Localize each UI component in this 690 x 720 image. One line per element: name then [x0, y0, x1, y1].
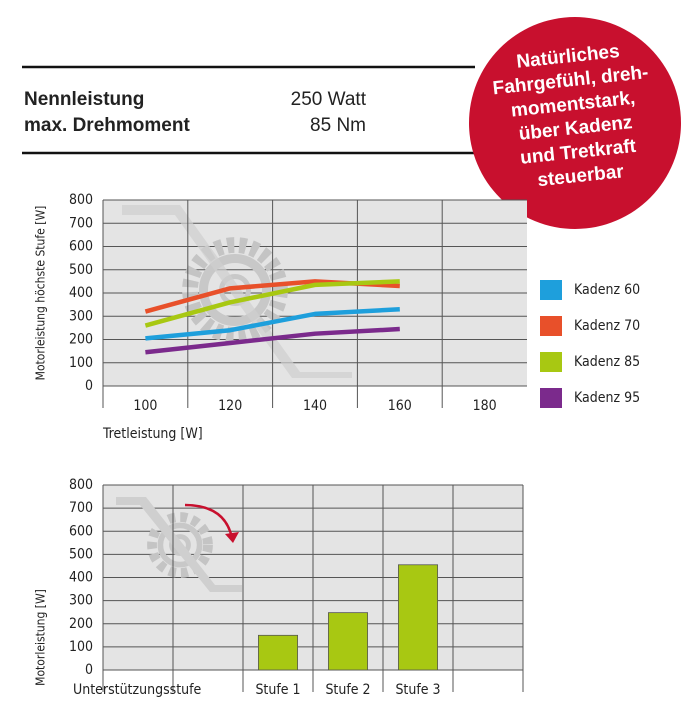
y-tick-label: 400 [69, 285, 93, 301]
legend-label: Kadenz 85 [574, 354, 640, 370]
bar [397, 564, 438, 671]
y-tick-label: 500 [69, 262, 93, 278]
series-line [145, 307, 400, 341]
y-tick-label: 500 [69, 546, 93, 562]
x-tick-label: Stufe 2 [325, 682, 370, 698]
y-tick-label: 700 [69, 500, 93, 516]
x-tick-label: Stufe 3 [395, 682, 440, 698]
y-tick-label: 800 [69, 477, 93, 493]
x-tick-label: 100 [133, 398, 157, 414]
legend-swatch [540, 280, 562, 300]
bar [327, 612, 368, 671]
y-tick-label: 200 [69, 332, 93, 348]
series-line [144, 279, 400, 328]
bar [257, 634, 298, 671]
spec-label: Nennleistung [24, 89, 144, 110]
y-axis-label: Motorleistung höchste Stufe [W] [34, 206, 48, 381]
legend-label: Kadenz 95 [574, 390, 640, 406]
x-tick-label: 160 [388, 398, 412, 414]
gear-icon [199, 254, 271, 326]
y-tick-label: 100 [69, 639, 93, 655]
spec-label: max. Drehmoment [24, 115, 190, 136]
x-tick-label: 180 [473, 398, 497, 414]
x-axis-label: Tretleistung [W] [102, 426, 203, 442]
badge-circle [469, 17, 681, 229]
gear-icon [147, 512, 213, 578]
y-tick-label: 0 [85, 378, 93, 394]
series-line [145, 326, 400, 355]
gear-icon [157, 522, 203, 568]
legend-label: Kadenz 70 [574, 318, 640, 334]
x-tick-label: 140 [303, 398, 327, 414]
x-tick-label: 120 [218, 398, 242, 414]
y-axis-label: Motorleistung [W] [34, 589, 48, 686]
spec-value: 85 Nm [310, 115, 366, 136]
spec-value: 250 Watt [291, 89, 367, 110]
y-tick-label: 300 [69, 308, 93, 324]
y-tick-label: 0 [85, 662, 93, 678]
gear-arm [122, 205, 352, 378]
x-tick-label: Stufe 1 [255, 682, 300, 698]
legend-label: Kadenz 60 [574, 282, 640, 298]
y-tick-label: 700 [69, 215, 93, 231]
y-tick-label: 300 [69, 593, 93, 609]
arrow-icon [225, 532, 239, 543]
y-tick-label: 400 [69, 570, 93, 586]
y-tick-label: 200 [69, 616, 93, 632]
legend-swatch [540, 388, 562, 408]
legend-swatch [540, 352, 562, 372]
legend-swatch [540, 316, 562, 336]
gear-arm [116, 497, 242, 592]
y-tick-label: 800 [69, 192, 93, 208]
arrow-icon [184, 503, 234, 539]
y-tick-label: 600 [69, 239, 93, 255]
y-tick-label: 100 [69, 355, 93, 371]
x-axis-label: Unterstützungsstufe [73, 682, 202, 698]
y-tick-label: 600 [69, 523, 93, 539]
